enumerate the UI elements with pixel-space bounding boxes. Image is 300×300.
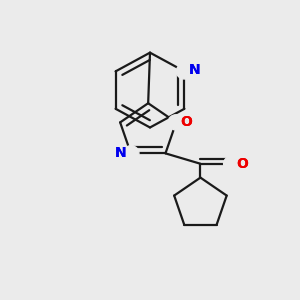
- Text: O: O: [181, 116, 193, 129]
- Text: N: N: [115, 146, 126, 161]
- Text: O: O: [236, 157, 248, 171]
- Text: N: N: [115, 146, 126, 161]
- Text: O: O: [181, 116, 193, 129]
- Text: N: N: [189, 63, 200, 76]
- Text: O: O: [236, 157, 248, 171]
- Text: N: N: [189, 63, 200, 76]
- Circle shape: [168, 115, 184, 130]
- Circle shape: [123, 146, 139, 161]
- Circle shape: [176, 64, 193, 79]
- Circle shape: [224, 156, 240, 171]
